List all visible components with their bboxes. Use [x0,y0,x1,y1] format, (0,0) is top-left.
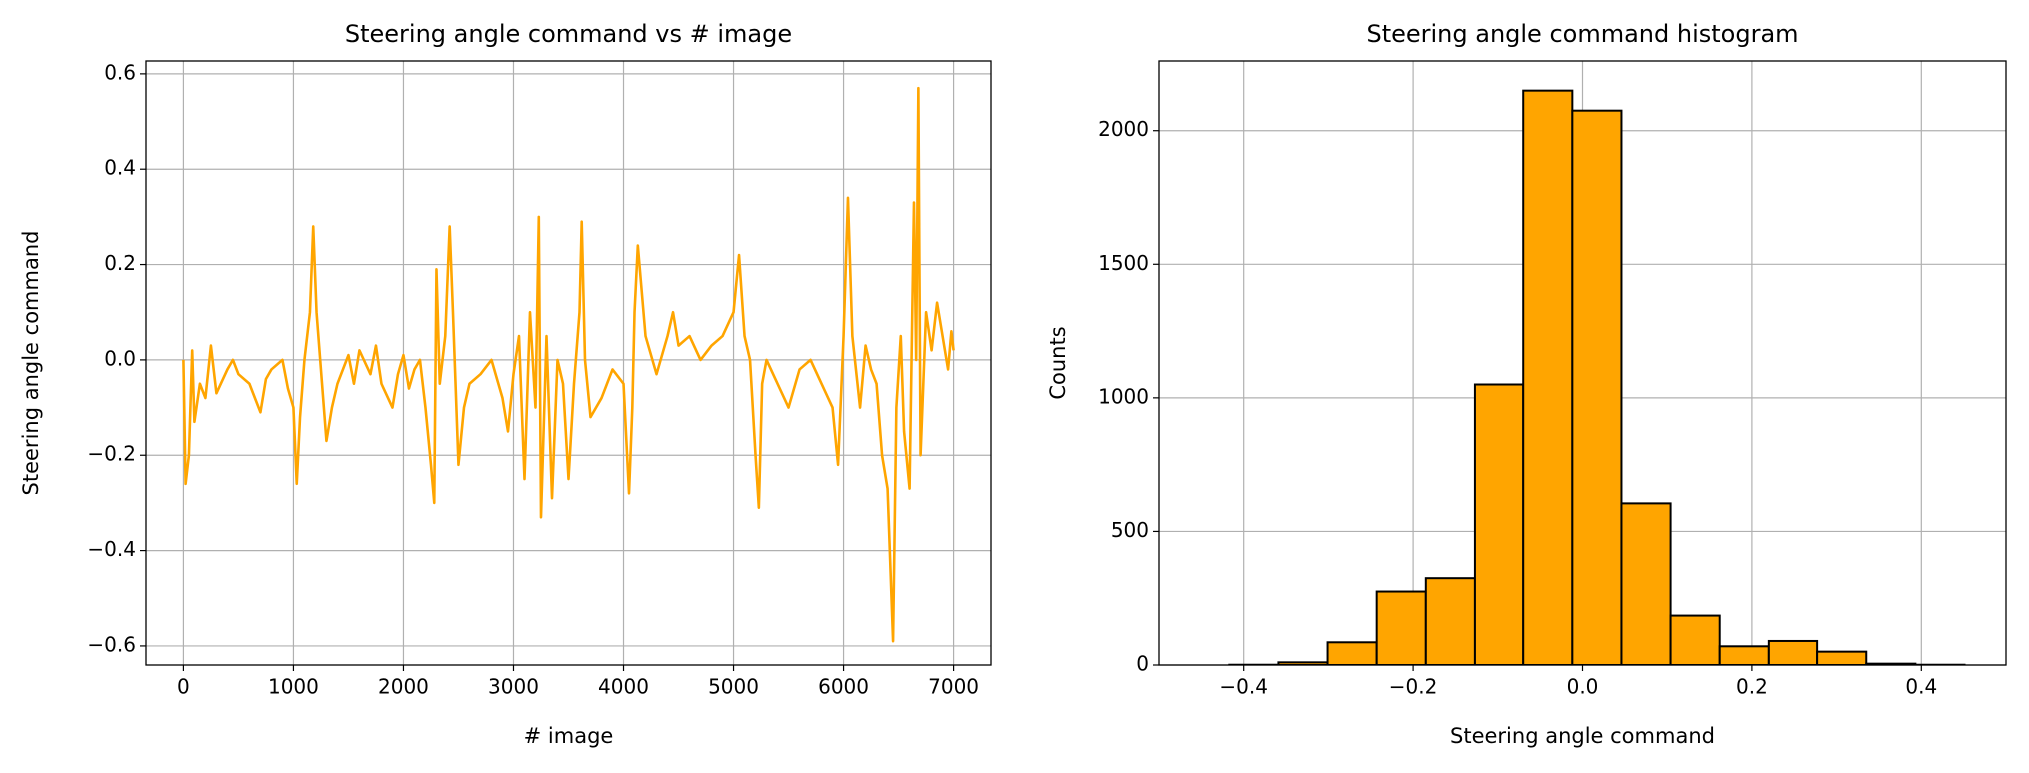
y-tick-label: 0.6 [104,60,136,84]
y-axis-label: Counts [1046,326,1070,399]
x-tick-label: 4000 [598,675,649,699]
bar [1718,645,1770,665]
bar [1571,109,1623,665]
x-axis-label: # image [524,724,614,748]
x-tick-label: 0.0 [1567,675,1599,699]
y-tick-label: 2000 [1098,117,1149,141]
x-tick-label: 6000 [818,675,869,699]
x-tick-label: 0.2 [1736,675,1768,699]
y-axis-label: Steering angle command [19,231,43,496]
x-tick-label: 0 [177,675,190,699]
chart-title: Steering angle command histogram [1366,20,1798,48]
bar [1326,641,1378,665]
x-tick-label: −0.4 [1219,675,1268,699]
x-tick-label: 7000 [928,675,979,699]
y-tick-label: 0.4 [104,156,136,180]
bar [1473,383,1525,665]
y-tick-label: 500 [1111,518,1149,542]
x-tick-label: 2000 [378,675,429,699]
plot-frame [145,60,992,666]
bar [1522,89,1574,665]
bar [1669,614,1721,665]
bar [1816,650,1868,665]
x-axis-label: Steering angle command [1450,724,1715,748]
plot-frame [1158,60,2007,666]
y-tick-label: −0.4 [87,537,136,561]
y-tick-label: −0.2 [87,442,136,466]
x-tick-label: 0.4 [1905,675,1937,699]
y-tick-label: 1500 [1098,251,1149,275]
y-tick-label: 0 [1136,652,1149,676]
y-tick-label: −0.6 [87,632,136,656]
x-tick-label: 1000 [268,675,319,699]
y-tick-label: 0.2 [104,251,136,275]
y-tick-label: 1000 [1098,384,1149,408]
chart-title: Steering angle command vs # image [345,20,792,48]
bar [1375,590,1427,665]
x-tick-label: 5000 [708,675,759,699]
y-tick-label: 0.0 [104,346,136,370]
x-tick-label: 3000 [488,675,539,699]
bar [1424,577,1476,665]
x-tick-label: −0.2 [1389,675,1438,699]
line [182,86,955,643]
bar [1767,639,1819,665]
bar [1620,502,1672,665]
